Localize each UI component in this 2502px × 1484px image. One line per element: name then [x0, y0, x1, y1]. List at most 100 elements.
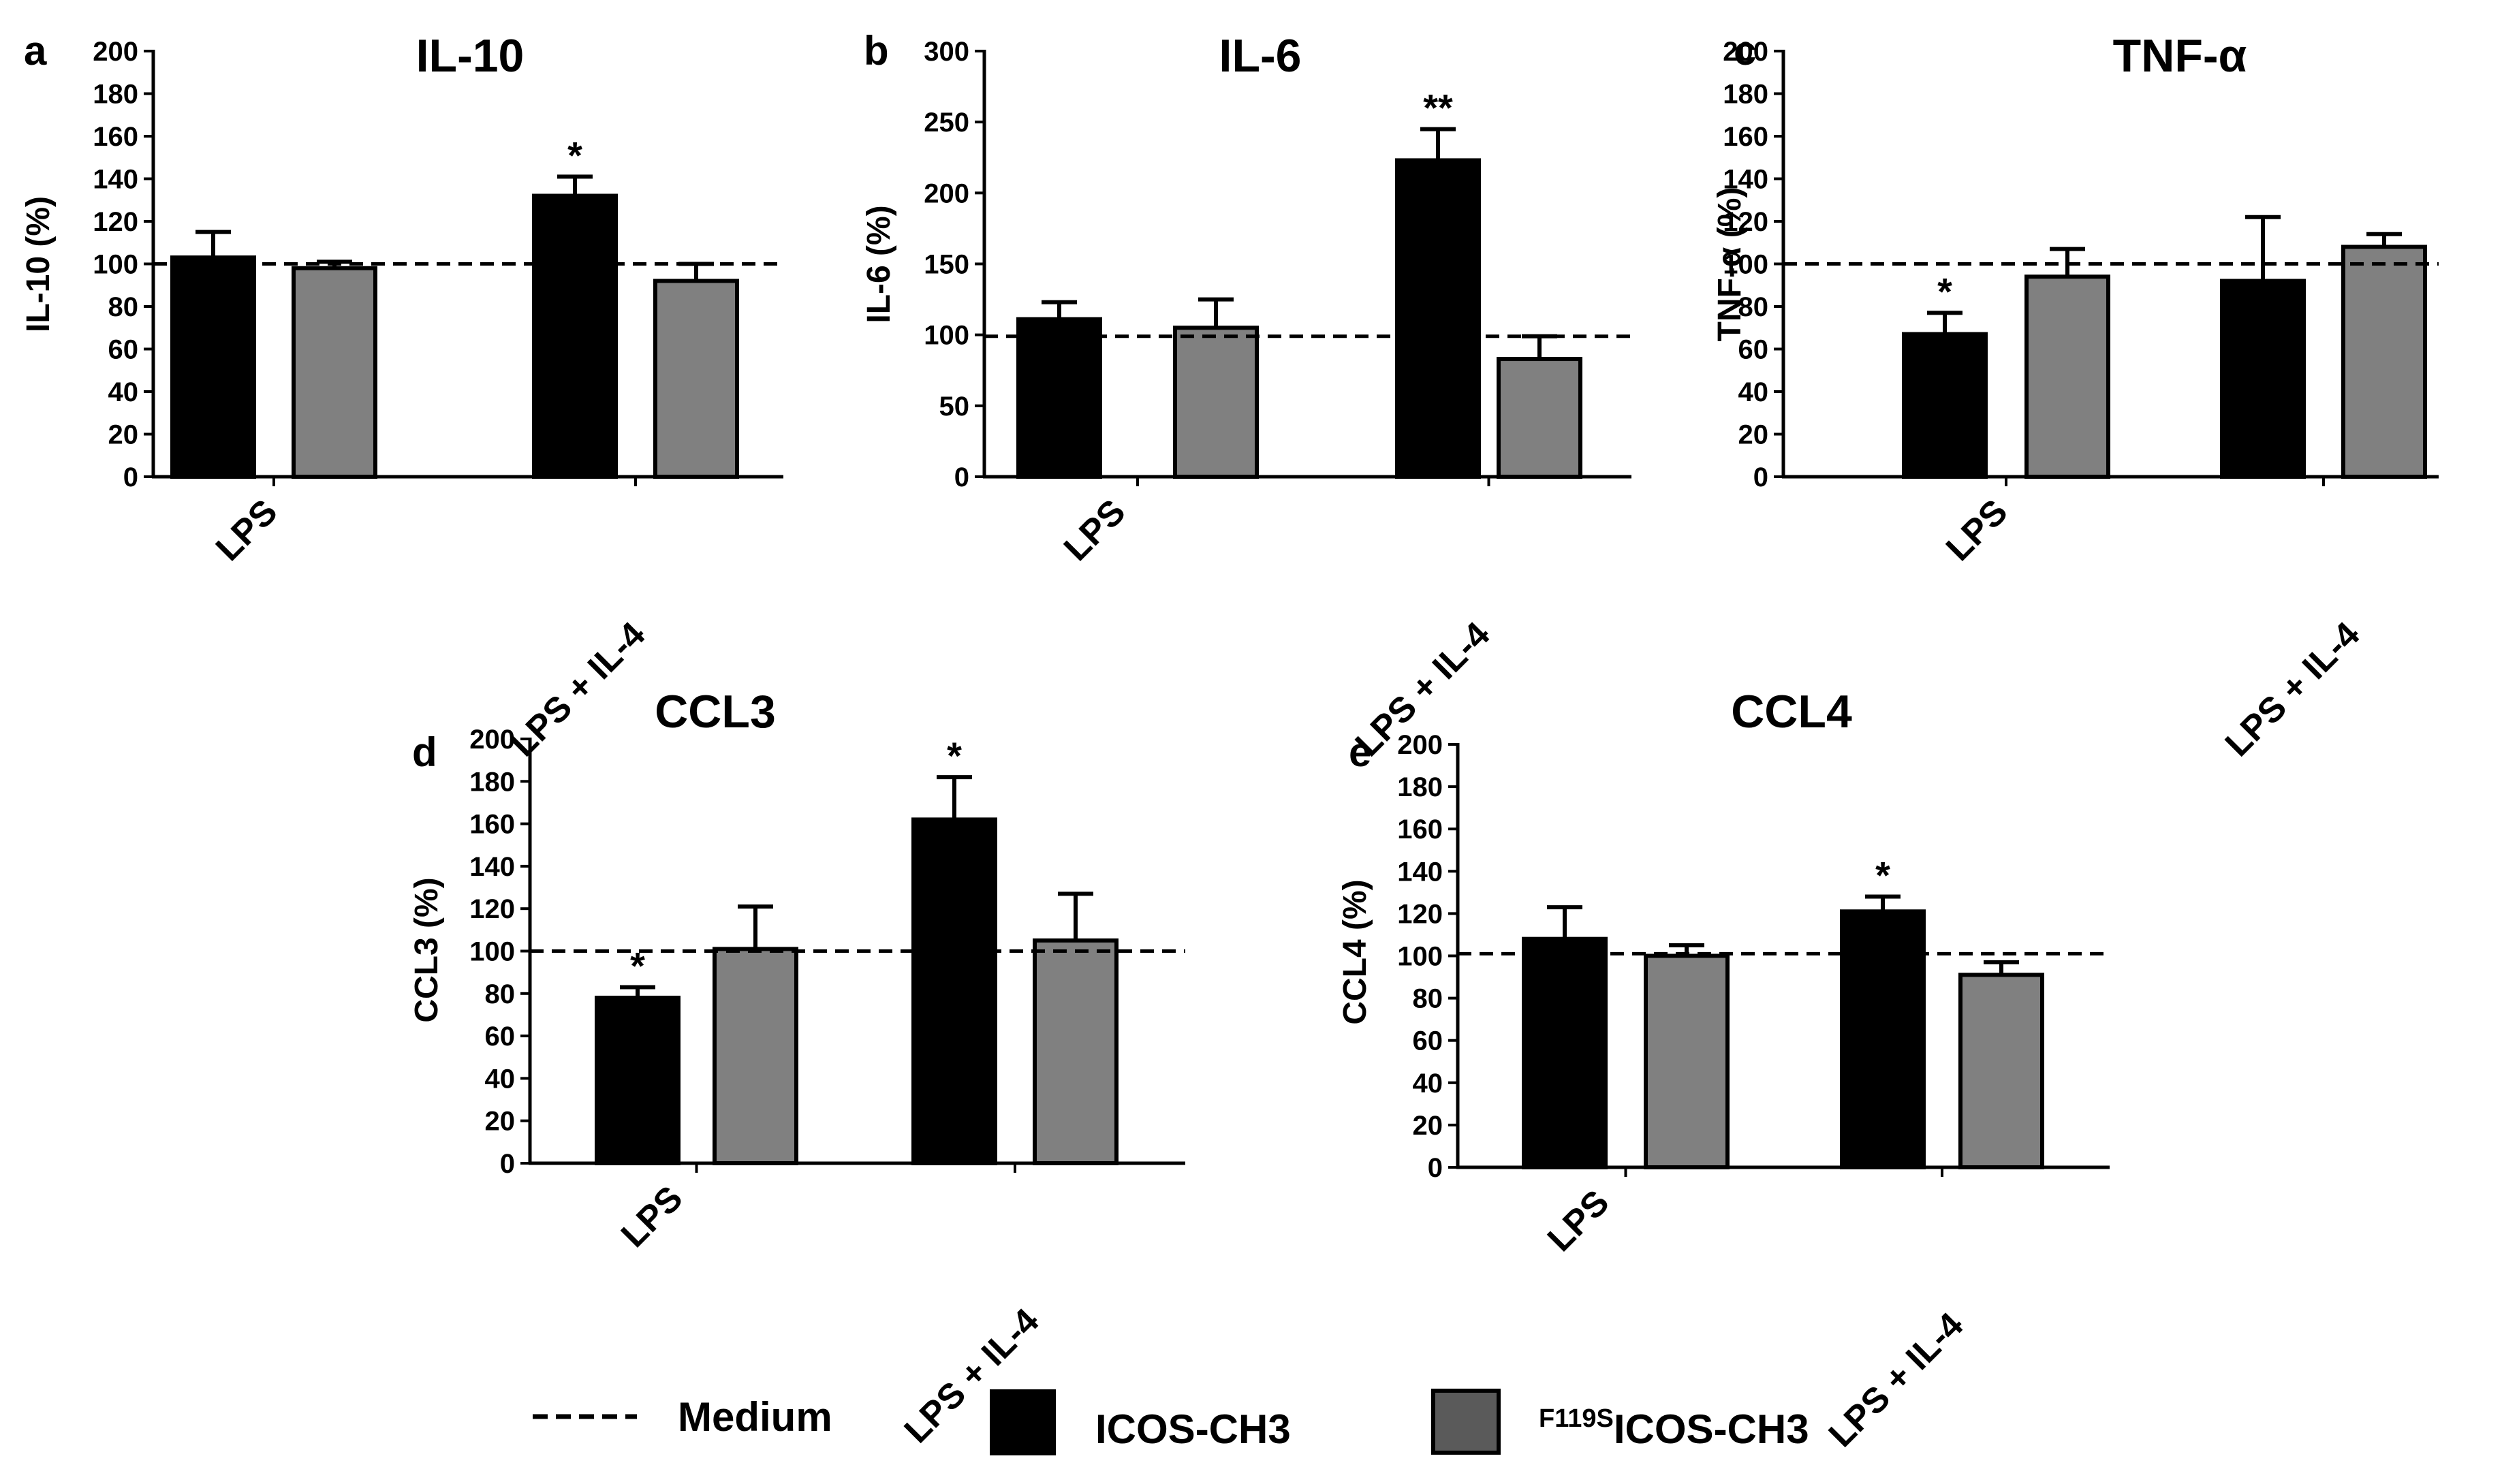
- x-category-label: LPS: [208, 492, 285, 569]
- y-tick-label: 20: [108, 420, 139, 450]
- x-category-label: LPS + IL-4: [2218, 614, 2368, 764]
- bar-icos-lps-il4: [532, 193, 618, 479]
- y-tick-label: 160: [93, 122, 138, 152]
- bar-icos-lps-il4: [1395, 158, 1481, 479]
- bar-icos-lps: [595, 996, 681, 1166]
- panel-d: d CCL3 CCL3 (%) 0 20 40 60 80 100 120 140 160 180 200…: [409, 686, 1185, 1451]
- panel-b: b IL-6IL-6 (%)050100150200250300**LPSLPS …: [861, 28, 1631, 764]
- panel-letter: e: [1349, 729, 1371, 775]
- y-tick-label: 80: [485, 979, 516, 1009]
- y-tick-label: 120: [469, 894, 515, 924]
- legend-icos-label: ICOS-CH3: [1095, 1406, 1291, 1452]
- legend-f119s-label: F119SICOS-CH3: [1539, 1404, 1809, 1452]
- y-tick-label: 100: [469, 937, 515, 967]
- bar-icos-lps: [1902, 332, 1988, 479]
- significance-mark: *: [567, 133, 582, 176]
- significance-mark: *: [947, 734, 962, 777]
- bars: **: [595, 734, 1119, 1166]
- y-tick-label: 100: [1397, 942, 1443, 972]
- y-tick-label: 60: [108, 335, 139, 365]
- bars: *: [1522, 854, 2044, 1170]
- bar-f119s-lps-il4: [1033, 938, 1119, 1166]
- significance-mark: *: [630, 944, 645, 987]
- bar-f119s-lps-il4: [1958, 973, 2044, 1169]
- y-tick-label: 0: [954, 462, 969, 492]
- y-tick-label: 0: [1753, 462, 1768, 492]
- y-tick-label: 50: [939, 392, 970, 422]
- y-tick-label: 160: [1723, 122, 1768, 152]
- y-tick-label: 250: [924, 108, 969, 138]
- y-tick-label: 100: [1723, 250, 1768, 280]
- y-tick-label: 140: [469, 852, 515, 882]
- legend-icos-swatch: [990, 1389, 1056, 1455]
- chart-title: CCL3: [655, 686, 776, 738]
- y-tick-label: 150: [924, 250, 969, 280]
- legend-f119s-main: ICOS-CH3: [1614, 1406, 1809, 1452]
- y-tick-label: 140: [93, 165, 138, 195]
- significance-mark: *: [1937, 270, 1952, 313]
- bar-icos-lps-il4: [2220, 279, 2306, 479]
- y-axis-label: IL-10 (%): [20, 196, 57, 332]
- bar-icos-lps: [170, 255, 256, 479]
- y-tick-label: 180: [93, 80, 138, 110]
- panel-c: c TNF-α TNF-α (%) 0 20 40 60 80 100 120 140 160 180 2…: [1712, 28, 2439, 764]
- y-tick-label: 0: [123, 462, 138, 492]
- bar-icos-lps: [1522, 936, 1608, 1170]
- significance-mark: **: [1423, 86, 1453, 129]
- y-tick-label: 200: [93, 37, 138, 67]
- y-tick-label: 200: [1397, 730, 1443, 760]
- y-tick-label: 20: [1413, 1111, 1443, 1141]
- y-tick-label: 40: [108, 377, 139, 407]
- bar-icos-lps-il4: [1840, 909, 1926, 1170]
- bars: *: [1902, 215, 2427, 479]
- y-axis-label: TNF-α (%): [1712, 187, 1748, 342]
- y-tick-label: 80: [108, 292, 139, 322]
- x-category-label: LPS: [1540, 1182, 1617, 1259]
- y-tick-label: 100: [93, 250, 138, 280]
- y-axis-label: IL-6 (%): [861, 205, 897, 323]
- y-tick-label: 300: [924, 37, 969, 67]
- bar-f119s-lps: [1173, 326, 1259, 479]
- y-tick-label: 160: [1397, 815, 1443, 844]
- x-category-label: LPS: [1939, 492, 2016, 569]
- y-tick-label: 120: [1397, 899, 1443, 929]
- x-category-label: LPS: [614, 1178, 691, 1255]
- y-tick-label: 80: [1413, 984, 1443, 1014]
- x-category-label: LPS + IL-4: [1821, 1305, 1971, 1455]
- legend-f119s-swatch: [1431, 1389, 1501, 1455]
- bar-f119s-lps: [713, 947, 798, 1165]
- panel-a: a IL-10 IL-10 (%) 0 20 40 60 80 100 120 140 160 180 2…: [20, 28, 783, 764]
- bar-icos-lps-il4: [911, 817, 997, 1165]
- y-tick-label: 160: [469, 810, 515, 840]
- legend-medium-label: Medium: [678, 1394, 832, 1440]
- y-tick-label: 140: [1397, 857, 1443, 887]
- y-tick-label: 120: [1723, 207, 1768, 237]
- y-tick-label: 200: [469, 725, 515, 755]
- bar-f119s-lps: [292, 266, 377, 479]
- legend: Medium ICOS-CH3 F119SICOS-CH3: [533, 1389, 1809, 1455]
- chart-title: IL-10: [416, 30, 525, 82]
- bar-f119s-lps: [1644, 953, 1730, 1169]
- y-tick-label: 140: [1723, 165, 1768, 195]
- bars: **: [1016, 86, 1582, 479]
- y-tick-label: 60: [485, 1022, 516, 1052]
- y-tick-label: 0: [1428, 1153, 1443, 1183]
- panel-letter: c: [1734, 28, 1756, 74]
- chart-title: CCL4: [1731, 686, 1852, 738]
- chart-title: IL-6: [1219, 30, 1302, 82]
- panel-letter: b: [864, 28, 889, 74]
- y-tick-label: 180: [1723, 80, 1768, 110]
- y-tick-label: 40: [1413, 1069, 1443, 1099]
- y-tick-label: 20: [485, 1107, 516, 1137]
- y-tick-label: 60: [1413, 1026, 1443, 1056]
- y-tick-label: 180: [469, 767, 515, 797]
- y-tick-label: 80: [1738, 292, 1769, 322]
- y-tick-label: 40: [485, 1064, 516, 1094]
- bar-f119s-lps-il4: [653, 279, 739, 479]
- y-tick-label: 60: [1738, 335, 1769, 365]
- y-tick-label: 200: [1723, 37, 1768, 67]
- y-tick-label: 200: [924, 178, 969, 208]
- bar-f119s-lps-il4: [1497, 357, 1582, 479]
- x-category-label: LPS: [1057, 492, 1133, 569]
